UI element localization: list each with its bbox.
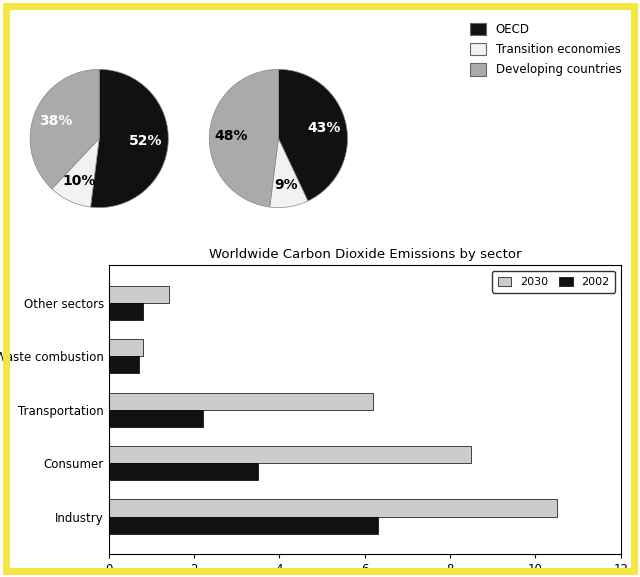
Text: 43%: 43% bbox=[308, 121, 341, 135]
Bar bbox=[109, 516, 378, 534]
Bar bbox=[109, 339, 143, 356]
Title: Worldwide Carbon Dioxide Emissions by sector: Worldwide Carbon Dioxide Emissions by se… bbox=[209, 249, 521, 261]
Wedge shape bbox=[269, 138, 308, 208]
Bar bbox=[109, 500, 557, 516]
Text: 38%: 38% bbox=[39, 114, 72, 128]
Text: 48%: 48% bbox=[215, 129, 248, 143]
Wedge shape bbox=[52, 138, 99, 207]
Wedge shape bbox=[278, 69, 348, 201]
Bar bbox=[109, 392, 373, 410]
Bar bbox=[109, 463, 258, 480]
Wedge shape bbox=[30, 69, 99, 189]
Text: 9%: 9% bbox=[274, 178, 298, 192]
Legend: OECD, Transition economies, Developing countries: OECD, Transition economies, Developing c… bbox=[470, 23, 621, 77]
Text: 52%: 52% bbox=[129, 134, 163, 148]
Wedge shape bbox=[209, 69, 278, 207]
Bar bbox=[109, 446, 472, 463]
Legend: 2030, 2002: 2030, 2002 bbox=[492, 271, 615, 293]
Bar bbox=[109, 303, 143, 320]
Text: 10%: 10% bbox=[63, 174, 96, 188]
Wedge shape bbox=[90, 69, 168, 208]
Bar bbox=[109, 356, 139, 373]
Bar bbox=[109, 286, 168, 303]
Bar bbox=[109, 410, 203, 427]
